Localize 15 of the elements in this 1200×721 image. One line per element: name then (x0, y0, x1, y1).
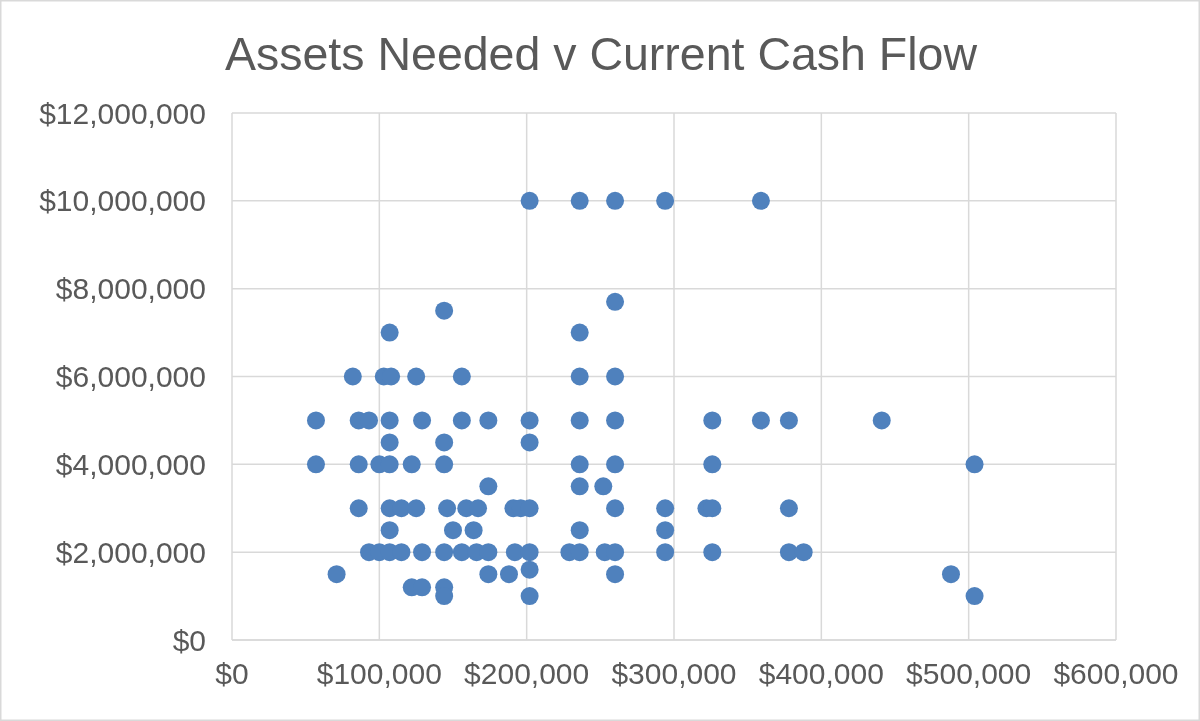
x-tick-label: $0 (215, 657, 249, 690)
y-tick-label: $4,000,000 (55, 447, 206, 481)
x-tick-label: $200,000 (464, 657, 590, 690)
x-tick-label: $300,000 (611, 657, 737, 690)
y-tick-label: $8,000,000 (55, 272, 206, 306)
y-tick-label: $12,000,000 (39, 96, 206, 130)
x-tick-label: $500,000 (906, 657, 1032, 690)
x-tick-label: $100,000 (316, 657, 442, 690)
y-tick-label: $0 (172, 623, 206, 657)
y-tick-label: $6,000,000 (55, 360, 206, 393)
x-tick-label: $600,000 (1053, 657, 1179, 690)
y-tick-label: $2,000,000 (55, 535, 206, 569)
y-tick-label: $10,000,000 (39, 184, 206, 218)
x-tick-label: $400,000 (758, 657, 884, 690)
chart-title: Assets Needed v Current Cash Flow (224, 28, 978, 80)
